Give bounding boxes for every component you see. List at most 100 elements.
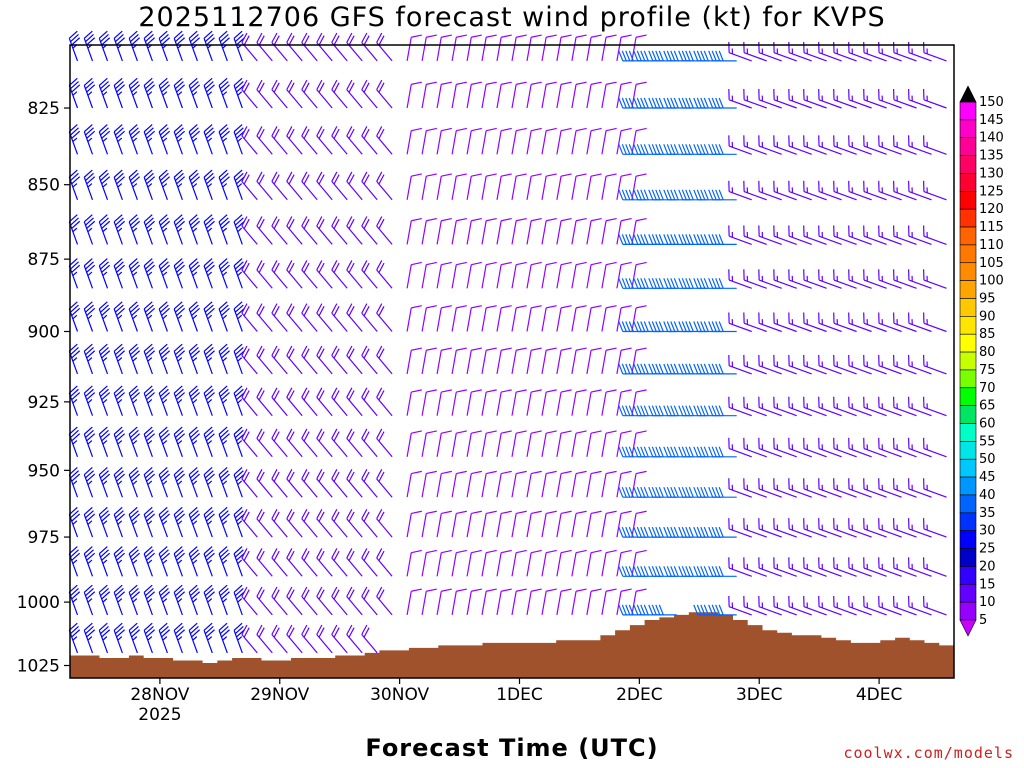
wind-barb [188,622,201,654]
colorbar-bin [959,351,977,371]
wind-barb [556,173,572,200]
wind-barb [218,301,230,332]
wind-barb [728,312,752,333]
wind-barb [271,345,288,375]
wind-barb [848,269,872,289]
wind-barb [316,126,333,155]
wind-barb [451,217,467,245]
wind-barb [526,347,542,375]
wind-barb [728,478,752,498]
wind-barb [331,586,348,616]
wind-barb [316,387,333,417]
colorbar-label: 125 [979,184,1004,199]
wind-barb [773,41,797,62]
wind-barb [113,124,126,155]
wind-barb [271,586,288,616]
colorbar-label: 85 [979,327,996,342]
wind-barb [271,624,288,654]
colorbar-label: 45 [979,470,996,485]
wind-barb [301,126,318,155]
wind-barb [286,586,303,616]
wind-barb [908,478,932,498]
colorbar-label: 115 [979,220,1004,235]
wind-barb [616,305,632,332]
wind-barb [923,478,947,498]
wind-barb [173,385,186,416]
wind-barb [728,518,752,538]
wind-barb [496,470,512,498]
wind-barb [436,470,452,498]
wind-barb [361,303,378,332]
wind-barb [256,126,273,155]
wind-barb [708,566,737,577]
wind-barb [541,389,557,416]
wind-barb [376,303,393,332]
wind-barb [496,261,512,289]
wind-barb [361,624,378,654]
wind-barb [316,345,333,375]
wind-barb [271,171,288,201]
wind-barb [436,173,452,200]
wind-barb [758,180,782,201]
wind-barb [286,508,303,538]
wind-barb [218,77,230,109]
wind-barb [256,303,273,332]
wind-barb [818,396,842,417]
wind-barb [113,343,126,375]
colorbar-label: 120 [979,202,1004,217]
wind-barb [893,180,917,201]
wind-barb [773,354,797,375]
terrain-layer [70,612,954,678]
x-tick-label: 28NOV [130,685,189,705]
wind-barb [143,506,156,538]
wind-barb [511,549,527,577]
wind-barb [693,486,722,498]
wind-barb [233,30,245,62]
wind-barb [481,81,497,109]
wind-barb [203,426,215,458]
wind-barb [98,124,111,155]
colorbar-label: 110 [979,238,1004,253]
wind-barb [173,426,186,458]
wind-barb [331,469,348,498]
wind-barb [256,624,273,654]
wind-barb [173,214,186,245]
wind-barb [616,34,632,62]
wind-barb [188,584,201,616]
wind-barb [218,385,230,416]
wind-barb [256,260,273,289]
wind-barb [788,41,812,62]
colorbar-bin [959,244,977,264]
wind-barb [618,50,647,62]
wind-barb [188,467,201,498]
wind-barb [241,428,258,458]
wind-barb [256,548,273,577]
x-axis-label: Forecast Time (UTC) [365,734,659,762]
wind-barb [743,557,767,577]
wind-barb [618,144,647,155]
colorbar-bin [959,101,977,121]
wind-barb [451,510,467,538]
wind-barb [616,127,632,155]
wind-barb [346,548,363,577]
wind-barb [346,428,363,458]
wind-barb [788,180,812,201]
wind-barb [241,260,258,289]
wind-barb [406,305,422,332]
y-tick-label: 850 [28,176,60,196]
wind-barb [616,173,632,200]
wind-barb [128,343,141,375]
colorbar-bin [959,137,977,156]
wind-barb [496,81,512,109]
wind-barb [571,173,587,200]
wind-barb [406,549,422,577]
wind-barb [616,261,632,289]
wind-barb [286,469,303,498]
wind-barb [571,305,587,332]
wind-barb [848,180,872,201]
wind-barb [878,180,902,201]
wind-barb [758,478,782,498]
wind-barb [511,430,527,457]
wind-barb [128,258,141,289]
wind-barb [316,216,333,245]
